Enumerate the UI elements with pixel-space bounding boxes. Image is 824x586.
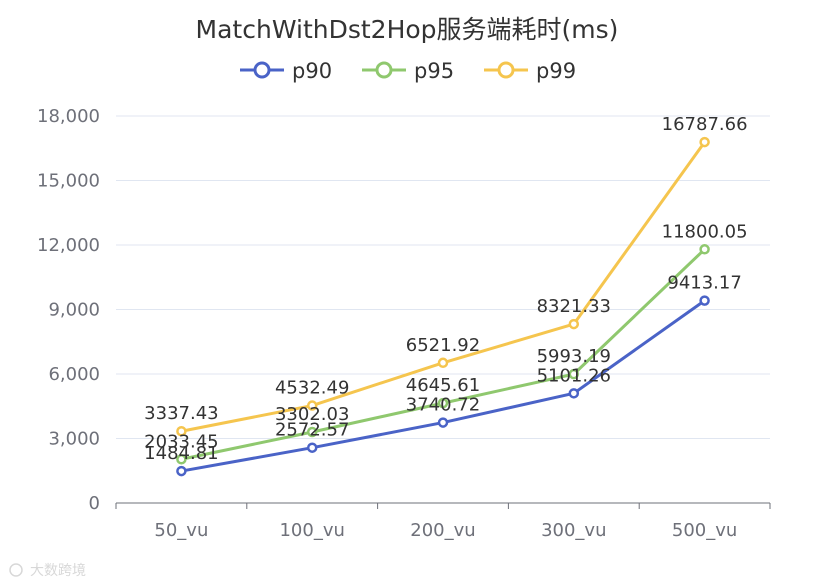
data-point-p90[interactable] [699,295,710,306]
data-label-p95: 5993.19 [537,346,611,367]
y-axis: 0 3,000 6,000 9,000 12,000 15,000 18,000 [37,106,100,514]
legend-label-p90[interactable]: p90 [292,59,332,83]
y-tick-label: 12,000 [37,235,100,256]
data-label-p99: 16787.66 [662,114,748,135]
data-point-p99[interactable] [306,400,318,411]
x-tick-label: 50_vu [154,520,208,541]
data-label-p90: 2572.57 [275,420,349,441]
x-tick-label: 100_vu [279,520,344,541]
data-point-p99[interactable] [437,357,449,369]
data-point-p95[interactable] [306,426,318,438]
grid-lines [116,115,770,439]
y-tick-label: 6,000 [48,364,100,385]
data-label-p99: 4532.49 [275,378,349,399]
x-tick-label: 500_vu [672,520,737,541]
data-point-p99[interactable] [699,136,710,148]
series-layer [176,136,710,477]
data-point-p95[interactable] [176,454,187,465]
data-point-p90[interactable] [176,465,187,477]
data-label-p90: 5101.26 [537,365,611,386]
legend-marker-p95[interactable] [375,61,393,79]
data-point-p90[interactable] [306,442,318,453]
legend-label-p99[interactable]: p99 [536,59,576,83]
data-label-p90: 1484.81 [144,443,218,464]
data-label-p95: 4645.61 [406,375,480,396]
data-label-p95: 3302.03 [275,404,349,425]
data-label-p95: 2033.45 [144,431,218,452]
data-label-p99: 6521.92 [406,335,480,356]
watermark-logo-icon [9,563,23,577]
watermark-text: 大数跨境 [30,563,86,579]
data-point-p90[interactable] [568,388,580,399]
data-point-p99[interactable] [176,425,187,437]
data-point-p95[interactable] [568,368,580,380]
data-labels: 1484.81 2572.57 3740.72 5101.26 9413.17 2033.… [144,114,747,464]
legend-label-p95[interactable]: p95 [414,59,454,83]
data-point-p90[interactable] [437,417,449,428]
y-tick-label: 9,000 [48,300,100,321]
data-label-p95: 11800.05 [662,221,748,242]
data-label-p99: 3337.43 [144,403,218,424]
x-tick-label: 200_vu [410,520,475,541]
data-point-p99[interactable] [568,318,580,330]
watermark: 大数跨境 [9,563,86,579]
x-axis: 50_vu 100_vu 200_vu 300_vu 500_vu [115,502,771,541]
data-point-p95[interactable] [699,244,710,255]
chart-title: MatchWithDst2Hop服务端耗时(ms) [196,15,619,44]
legend: p90 p95 p99 [240,59,576,83]
y-tick-label: 3,000 [48,429,100,450]
legend-marker-p90[interactable] [253,61,271,79]
x-tick-label: 300_vu [541,520,606,541]
y-tick-label: 0 [89,493,100,514]
data-label-p99: 8321.33 [537,296,611,317]
legend-marker-p99[interactable] [497,61,515,79]
y-tick-label: 18,000 [37,106,100,127]
data-label-p90: 3740.72 [406,395,480,416]
data-label-p90: 9413.17 [667,273,741,294]
y-tick-label: 15,000 [37,171,100,192]
data-point-p95[interactable] [437,397,449,409]
